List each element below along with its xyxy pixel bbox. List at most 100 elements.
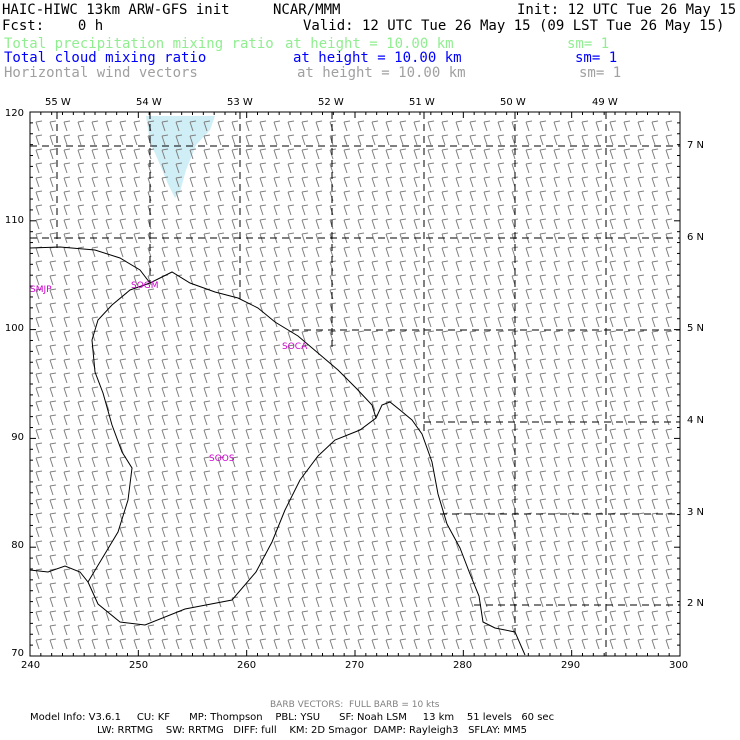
wind-barb [343,610,351,622]
wind-barb [441,414,449,426]
wind-barb [105,218,113,230]
wind-barb [469,400,477,412]
wind-barb [553,218,561,230]
x-tick-label: 300 [669,660,689,671]
wind-barb [175,274,183,286]
wind-barb [637,540,645,552]
wind-barb [553,414,561,426]
wind-barb [497,190,505,202]
wind-barb [497,218,505,230]
wind-barb [413,568,421,580]
wind-barb [665,204,673,216]
wind-barb [427,596,435,608]
wind-barb [483,554,491,566]
wind-barb [469,232,477,244]
wind-barb [315,512,323,524]
wind-barb [385,260,393,272]
wind-barb [287,400,295,412]
wind-barb [287,414,295,426]
wind-barb [399,442,407,454]
wind-barb [273,386,281,398]
wind-barb [301,484,309,496]
wind-barb [175,470,183,482]
wind-barb [217,498,225,510]
wind-barb [147,526,155,538]
wind-barb [371,274,379,286]
wind-barb [175,484,183,496]
wind-barb [343,596,351,608]
wind-barb [329,176,337,188]
wind-barb [637,246,645,258]
wind-barb [637,190,645,202]
wind-barb [287,232,295,244]
wind-barb [609,134,617,146]
wind-barb [441,302,449,314]
wind-barb [609,120,617,132]
wind-barb [217,260,225,272]
wind-barb [357,400,365,412]
wind-barb [189,442,197,454]
wind-barb [217,372,225,384]
wind-barb [441,596,449,608]
wind-barb [133,302,141,314]
wind-barb [35,414,43,426]
wind-barb [665,526,673,538]
wind-barb [63,638,71,650]
field-level-cloud: at height = 10.00 km [293,50,462,66]
wind-barb [371,246,379,258]
wind-barb [385,414,393,426]
wind-barb [651,372,659,384]
wind-barb [623,428,631,440]
wind-barb [595,190,603,202]
wind-barb [203,330,211,342]
wind-barb [35,134,43,146]
wind-barb [259,204,267,216]
wind-barb [119,162,127,174]
wind-barb [539,568,547,580]
wind-barb [567,442,575,454]
wind-barb [497,120,505,132]
wind-barb [161,260,169,272]
wind-barb [455,148,463,160]
wind-barb [49,498,57,510]
wind-barb [539,330,547,342]
wind-barb [581,540,589,552]
wind-barb [581,344,589,356]
wind-barb [63,120,71,132]
wind-barb [119,596,127,608]
wind-barb [413,596,421,608]
wind-barb [581,554,589,566]
wind-barb [371,512,379,524]
wind-barb [63,386,71,398]
wind-barb [371,260,379,272]
wind-barb [623,218,631,230]
wind-barb [49,344,57,356]
wind-barb [231,316,239,328]
wind-barb [651,638,659,650]
wind-barb [511,470,519,482]
wind-barb [189,540,197,552]
wind-barb [287,218,295,230]
wind-barb [581,526,589,538]
wind-barb [147,582,155,594]
wind-barb [161,456,169,468]
wind-barb [595,372,603,384]
wind-barb [77,330,85,342]
wind-barb [315,288,323,300]
wind-barb [105,134,113,146]
wind-barb [231,344,239,356]
wind-barb [623,624,631,636]
wind-barb [301,204,309,216]
wind-barb [595,344,603,356]
wind-barb [427,176,435,188]
wind-barb [371,554,379,566]
wind-barb [133,260,141,272]
wind-barb [413,302,421,314]
wind-barb [49,246,57,258]
wind-barb [469,386,477,398]
wind-barb [273,400,281,412]
wind-barb [343,330,351,342]
wind-barb [203,274,211,286]
y-tick-label: 100 [4,323,24,334]
wind-barb [399,358,407,370]
